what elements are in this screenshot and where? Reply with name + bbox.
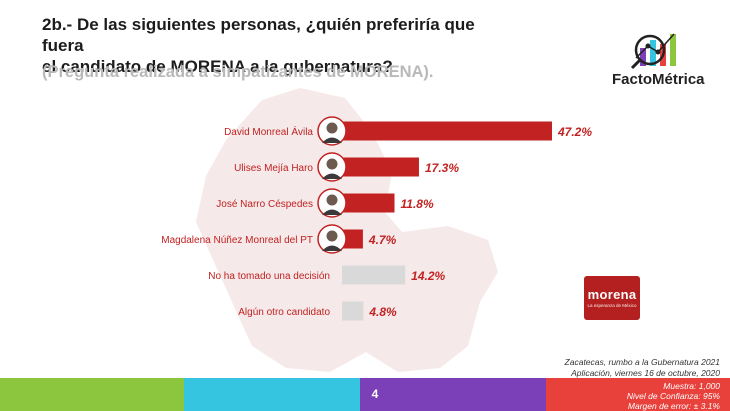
candidate-photo-head	[326, 122, 338, 134]
chart-subtitle: (Pregunta realizada a simpatizantes de M…	[42, 63, 434, 81]
candidate-photo-body	[322, 173, 342, 179]
category-label: No ha tomado una decisión	[208, 271, 330, 282]
bar	[342, 193, 395, 213]
bar	[342, 265, 406, 285]
sample-size: Muestra: 1,000	[663, 381, 720, 391]
morena-logo-word: morena	[587, 287, 637, 302]
footnote-line-1: Zacatecas, rumbo a la Gubernatura 2021	[564, 357, 720, 367]
value-label: 4.8%	[368, 305, 397, 319]
footer-bar	[0, 378, 730, 411]
bar	[342, 301, 364, 321]
category-label: David Monreal Ávila	[224, 125, 313, 138]
footer-segment-green	[0, 378, 184, 411]
confidence-level: Nivel de Confianza: 95%	[626, 391, 720, 401]
candidate-photo-head	[326, 230, 338, 242]
title-line-2: el candidato de MORENA a la gubernatura?	[42, 57, 393, 76]
morena-logo-tagline: La esperanza de México	[587, 303, 637, 308]
title-line-1: 2b.- De las siguientes personas, ¿quién …	[42, 15, 475, 55]
chart-title: 2b.- De las siguientes personas, ¿quién …	[42, 14, 512, 77]
candidate-photo-head	[326, 158, 338, 170]
footer-segment-red	[546, 378, 730, 411]
bar	[342, 121, 552, 141]
candidate-photo-body	[322, 245, 342, 251]
value-label: 14.2%	[411, 269, 445, 283]
factometrica-logo-icon	[630, 33, 676, 70]
category-label: José Narro Céspedes	[216, 199, 313, 210]
category-label: Algún otro candidato	[238, 307, 330, 318]
value-label: 47.2%	[557, 125, 592, 139]
factometrica-wordmark: FactoMétrica	[612, 71, 705, 88]
category-label: Ulises Mejía Haro	[234, 163, 313, 174]
survey-footnote: Zacatecas, rumbo a la Gubernatura 2021 A…	[565, 357, 720, 378]
footer-segment-cyan	[184, 378, 360, 411]
bar	[342, 229, 363, 249]
page-number: 4	[371, 387, 379, 401]
morena-logo: morena La esperanza de México	[584, 276, 640, 320]
value-label: 17.3%	[425, 161, 459, 175]
category-label: Magdalena Núñez Monreal del PT	[161, 235, 313, 246]
margin-of-error: Margen de error: ± 3.1%	[627, 401, 720, 411]
candidate-photo-head	[326, 194, 338, 206]
value-label: 4.7%	[368, 233, 397, 247]
sample-details: Muestra: 1,000 Nivel de Confianza: 95% M…	[627, 381, 720, 411]
value-label: 11.8%	[401, 197, 434, 211]
bar-chart: David Monreal Ávila 47.2% Ulises Mejía Har…	[161, 116, 592, 321]
footer-segment-purple	[360, 378, 546, 411]
candidate-photo-body	[322, 209, 342, 215]
candidate-photo-body	[322, 137, 342, 143]
bar	[342, 157, 419, 177]
footnote-line-2: Aplicación, viernes 16 de octubre, 2020	[571, 367, 720, 378]
